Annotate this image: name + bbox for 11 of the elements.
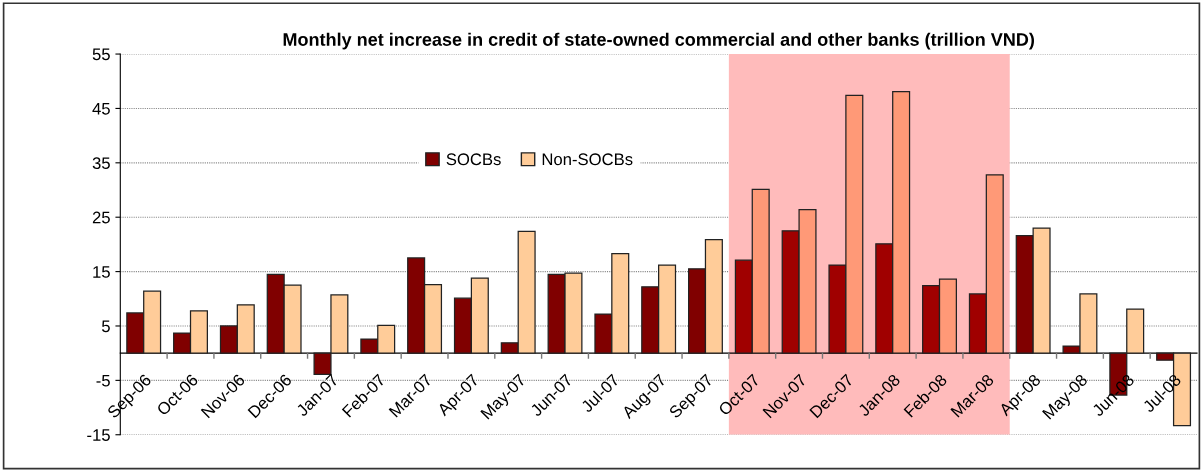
y-tick-label: 5: [101, 320, 110, 333]
y-tick-label: 25: [92, 211, 110, 224]
y-tick-label: 55: [92, 48, 110, 61]
y-tick-label: -15: [87, 429, 110, 441]
y-tick-label: 35: [92, 157, 110, 170]
y-tick-label: 15: [93, 266, 110, 278]
legend-label: SOCBs: [446, 153, 501, 166]
legend-label: Non-SOCBs: [542, 153, 633, 166]
y-tick-label: -5: [96, 374, 110, 387]
chart-title: Monthly net increase in credit of state-owned commercial and other banks (trillion VND): [283, 32, 1034, 50]
y-tick-label: 45: [92, 103, 110, 115]
